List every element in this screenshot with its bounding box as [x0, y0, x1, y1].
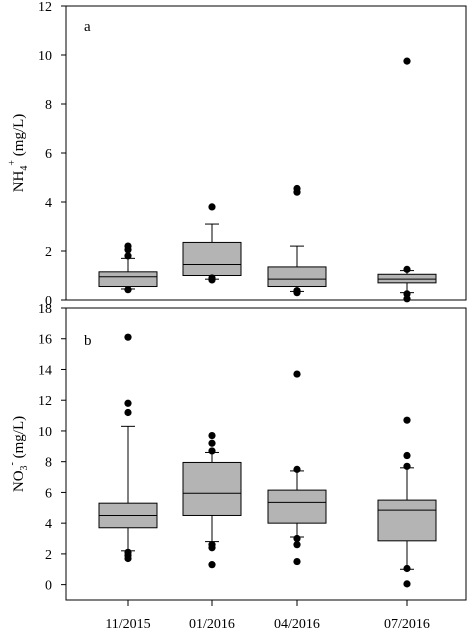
panel-b-box-2-outlier-1 — [293, 541, 301, 549]
panel-a-box-3-outlier-1 — [403, 290, 411, 298]
panel-a-ytick-label-6: 12 — [38, 0, 52, 15]
panel-a-y-axis-title: NH4+ (mg/L) — [7, 114, 30, 193]
panel-b-box-3 — [377, 416, 437, 588]
panel-a-box-0-outlier-1 — [124, 252, 132, 260]
panel-b-ylabel-base: NO — [11, 470, 27, 492]
panel-b-box-1-iqr — [182, 461, 242, 516]
panel-a-box-1-outlier-2 — [208, 203, 216, 211]
panel-a-ylabel-base: NH — [11, 170, 27, 192]
panel-b-box-0 — [98, 333, 158, 563]
panel-b-boxes — [98, 333, 437, 588]
panel-a-box-1-outlier-1 — [208, 274, 216, 282]
panel-a-label: a — [84, 19, 91, 35]
panel-a-ylabel-sub: 4 — [19, 166, 30, 171]
panel-b-y-axis-title: NO3- (mg/L) — [7, 416, 30, 492]
panel-a-ytick-label-4: 8 — [45, 98, 52, 113]
panel-b-box-1-outlier-3 — [208, 447, 216, 455]
panel-b-label: b — [84, 333, 92, 349]
panel-b: b 0 2 4 6 8 10 12 14 16 18 11/2015 01/2016 04/2016 0… — [7, 302, 467, 632]
panel-b-box-2-iqr — [267, 489, 327, 524]
panel-b-ytick-label-0: 0 — [45, 579, 52, 594]
x-tick-label-0: 11/2015 — [105, 617, 150, 632]
panel-b-box-0-outlier-5 — [124, 333, 132, 341]
panel-a-ytick-label-2: 4 — [45, 196, 52, 211]
panel-a-ytick-label-1: 2 — [45, 245, 52, 260]
panel-b-ytick-label-1: 2 — [45, 548, 52, 563]
panel-a-box-0-outlier-0 — [124, 286, 132, 294]
panel-b-frame — [65, 307, 467, 601]
panel-a-box-2-outlier-3 — [293, 184, 301, 193]
panel-b-box-3-outlier-3 — [403, 451, 411, 460]
panel-b-ylabel-sup: - — [7, 462, 18, 465]
panel-a-box-1 — [182, 203, 242, 284]
panel-a-box-2-outlier-1 — [293, 287, 301, 295]
panel-a-box-0-outlier-3 — [124, 242, 132, 250]
panel-b-box-1-outlier-4 — [208, 439, 216, 447]
panel-b-ytick-label-3: 6 — [45, 486, 52, 501]
panel-b-box-3-outlier-1 — [403, 564, 411, 573]
panel-a-ylabel-unit: (mg/L) — [11, 114, 27, 160]
x-tick-label-3: 07/2016 — [384, 617, 430, 632]
panel-b-ylabel-unit: (mg/L) — [11, 416, 27, 462]
panel-b-box-2 — [267, 370, 327, 566]
panel-b-ytick-label-8: 16 — [38, 333, 52, 348]
x-tick-label-1: 01/2016 — [189, 617, 235, 632]
panel-a-ylabel-sup: + — [7, 160, 18, 166]
panel-b-box-3-outlier-2 — [403, 462, 411, 470]
x-tick-label-2: 04/2016 — [274, 617, 320, 632]
panel-a-box-3-iqr — [377, 273, 437, 284]
panel-a-box-0 — [98, 242, 158, 294]
panel-a-ytick-label-0: 0 — [45, 294, 52, 309]
panel-b-box-2-outlier-0 — [293, 557, 301, 566]
panel-b-y-ticks: 0 2 4 6 8 10 12 14 16 18 — [38, 302, 66, 594]
panel-b-box-2-outlier-4 — [293, 370, 301, 378]
panel-b-ytick-label-6: 12 — [38, 394, 52, 409]
panel-a-box-3 — [377, 57, 437, 303]
panel-a-y-ticks: 0 2 4 6 8 10 12 — [38, 0, 66, 309]
panel-b-box-0-outlier-4 — [124, 399, 132, 407]
panel-a-box-0-iqr — [98, 271, 158, 288]
panel-b-ytick-label-7: 14 — [38, 363, 52, 378]
x-axis-ticks: 11/2015 01/2016 04/2016 07/2016 — [105, 600, 430, 632]
panel-b-box-1 — [182, 431, 242, 569]
panel-b-box-3-iqr — [377, 499, 437, 542]
panel-b-box-0-outlier-3 — [124, 408, 132, 417]
panel-b-box-3-outlier-4 — [403, 416, 411, 424]
panel-b-box-2-outlier-2 — [293, 534, 301, 543]
panel-b-ytick-label-5: 10 — [38, 425, 52, 440]
panel-b-ytick-label-4: 8 — [45, 456, 52, 471]
panel-b-box-3-outlier-0 — [403, 580, 411, 588]
panel-a-ytick-label-5: 10 — [38, 49, 52, 64]
panel-a-ytick-label-3: 6 — [45, 147, 52, 162]
panel-a-boxes — [98, 57, 437, 303]
panel-a-box-2-iqr — [267, 266, 327, 288]
panel-a-box-2 — [267, 184, 327, 297]
panel-b-box-1-outlier-5 — [208, 431, 216, 440]
panel-a-box-3-outlier-2 — [403, 265, 411, 273]
panel-b-box-1-outlier-0 — [208, 561, 216, 569]
panel-a-box-3-outlier-3 — [403, 57, 411, 65]
panel-b-ytick-label-2: 4 — [45, 517, 52, 532]
panel-b-box-0-outlier-2 — [124, 548, 132, 556]
panel-b-ylabel-sub: 3 — [19, 465, 30, 470]
panel-b-ytick-label-9: 18 — [38, 302, 52, 317]
panel-a-box-1-iqr — [182, 241, 242, 277]
panel-b-box-1-outlier-2 — [208, 541, 216, 549]
panel-b-box-2-outlier-3 — [293, 465, 301, 473]
